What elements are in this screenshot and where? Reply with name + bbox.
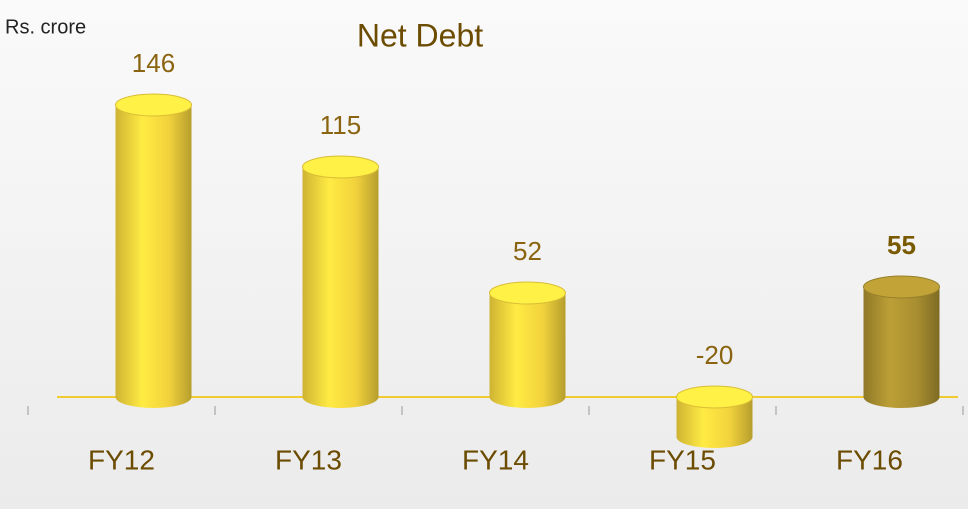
value-label: 55 [887,230,916,260]
value-label: 52 [513,236,542,266]
bar-bottom-cap [302,386,379,408]
value-label: 146 [132,48,175,78]
value-label: 115 [320,110,361,140]
bar-top-cap [863,275,940,299]
bar-top-cap [676,385,753,409]
value-label: -20 [696,340,734,370]
x-tick-label: FY12 [88,444,155,475]
bar-top-cap [302,155,379,179]
bar [863,287,940,397]
bar-top-cap [115,93,192,117]
bar-top-cap [489,281,566,305]
bar-bottom-cap [863,386,940,408]
x-tick-label: FY14 [462,444,529,475]
bar-bottom-cap [489,386,566,408]
bar-bottom-cap [676,426,753,448]
bar [115,105,192,397]
bar [302,167,379,397]
x-tick-label: FY16 [836,444,903,475]
x-tick-label: FY13 [275,444,342,475]
bar [489,293,566,397]
bar-bottom-cap [115,386,192,408]
unit-label: Rs. crore [5,16,86,38]
x-tick-label: FY15 [649,444,716,475]
chart-title: Net Debt [357,17,483,53]
